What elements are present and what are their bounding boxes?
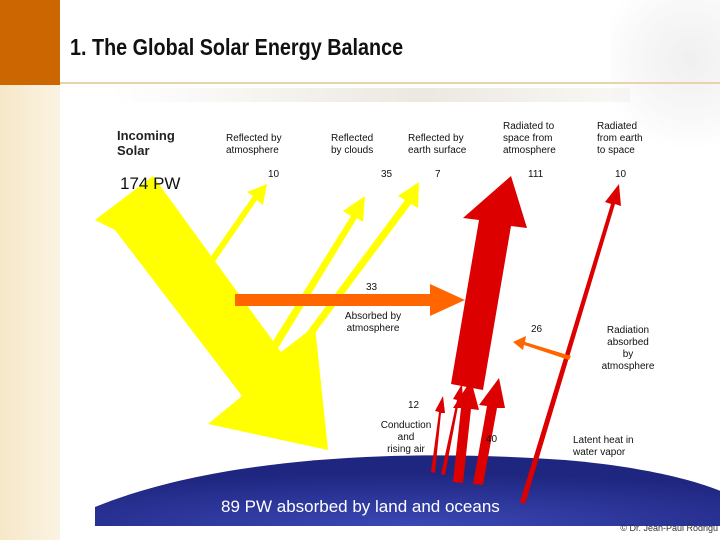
label-conduction: Conduction and rising air [380,420,432,455]
header-reflected-surface: Reflected by earth surface [408,133,467,156]
sidebar-decoration [0,0,60,540]
incoming-solar-arrow [95,176,328,450]
reflected-atmosphere-arrow [207,184,267,266]
header-reflected-atmosphere: Reflected by atmosphere [226,133,282,156]
value-reflected-atmosphere: 10 [268,169,280,180]
earth-surface [95,455,720,526]
value-radiated-atmosphere: 111 [528,169,544,180]
incoming-label: Incoming Solar [117,128,175,158]
value-radiated-earth: 10 [615,169,627,180]
globe-watermark [610,0,720,150]
absorbed-atmosphere-arrow [235,284,465,316]
energy-balance-diagram: Incoming Solar 174 PW Reflected by atmos… [95,112,720,526]
value-reflected-surface: 7 [435,169,441,180]
label-absorbed-atmosphere: Absorbed by atmosphere [344,311,402,334]
value-radiation-absorbed: 26 [531,324,543,335]
header-radiated-atmosphere: Radiated to space from atmosphere [503,121,556,156]
title-divider [60,82,720,84]
value-latent-heat: 40 [486,434,498,445]
header-radiated-earth: Radiated from earth to space [597,121,643,156]
diagram-graphics [95,176,720,526]
reflected-clouds-arrow [265,196,365,358]
label-latent-heat: Latent heat in water vapor [573,435,634,458]
value-reflected-clouds: 35 [381,169,393,180]
latent-heat-arrow-2 [473,378,505,485]
incoming-value: 174 PW [120,174,181,193]
value-conduction: 12 [408,400,420,411]
conduction-arrow-1 [431,396,445,473]
copyright-notice: © Dr. Jean-Paul Rodrigu [620,523,718,533]
ground-label: 89 PW absorbed by land and oceans [221,497,500,516]
radiated-atmosphere-arrow [451,176,527,390]
sidebar-accent-block [0,0,60,85]
label-radiation-absorbed: Radiation absorbed by atmosphere [601,325,655,372]
header-reflected-clouds: Reflected by clouds [331,133,374,156]
radiation-absorbed-arrow [513,336,571,360]
reflected-surface-arrow [283,182,419,368]
radiated-earth-arrow [520,184,621,504]
title-shadow [110,88,630,102]
value-absorbed-atmosphere: 33 [366,282,378,293]
slide-title: 1. The Global Solar Energy Balance [70,34,404,60]
latent-heat-arrow-1 [453,380,479,483]
